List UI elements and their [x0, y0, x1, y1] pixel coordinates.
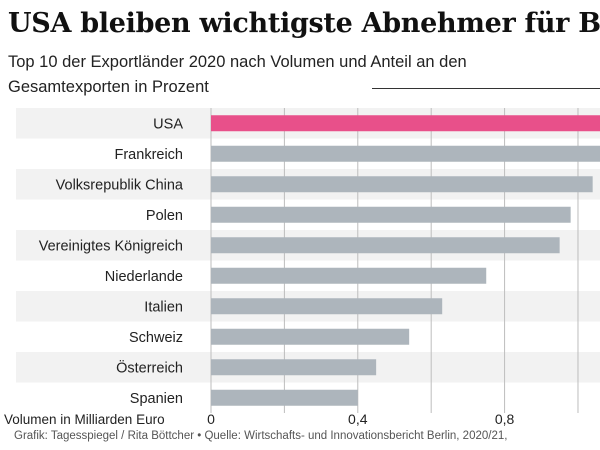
x-tick-label: 0,4 — [348, 411, 368, 427]
category-label: Polen — [146, 208, 183, 224]
source-credit: Grafik: Tagesspiegel / Rita Böttcher • Q… — [14, 430, 508, 442]
bar — [211, 328, 410, 345]
category-label: USA — [153, 116, 183, 132]
bar — [211, 206, 571, 223]
bar — [211, 145, 600, 162]
category-label: Vereinigtes Königreich — [39, 238, 183, 254]
category-label: Schweiz — [129, 330, 183, 346]
bar — [211, 298, 443, 315]
category-label: Spanien — [130, 391, 183, 407]
x-axis-unit-label: Volumen in Milliarden Euro — [4, 412, 165, 427]
bar — [211, 115, 600, 132]
chart-title: USA bleiben wichtigste Abnehmer für B — [8, 8, 600, 39]
bar — [211, 267, 487, 284]
subtitle-rule — [372, 88, 600, 89]
category-label: Frankreich — [115, 147, 184, 163]
chart-subtitle: Top 10 der Exportländer 2020 nach Volume… — [8, 53, 467, 96]
bar — [211, 359, 377, 376]
category-label: Italien — [144, 299, 183, 315]
category-label: Österreich — [116, 358, 183, 376]
bar — [211, 176, 593, 193]
category-label: Volksrepublik China — [56, 177, 184, 193]
bar — [211, 237, 560, 254]
category-label: Niederlande — [105, 269, 183, 285]
bar — [211, 389, 358, 406]
x-tick-label: 0,8 — [495, 411, 515, 427]
x-tick-label: 0 — [207, 411, 215, 427]
